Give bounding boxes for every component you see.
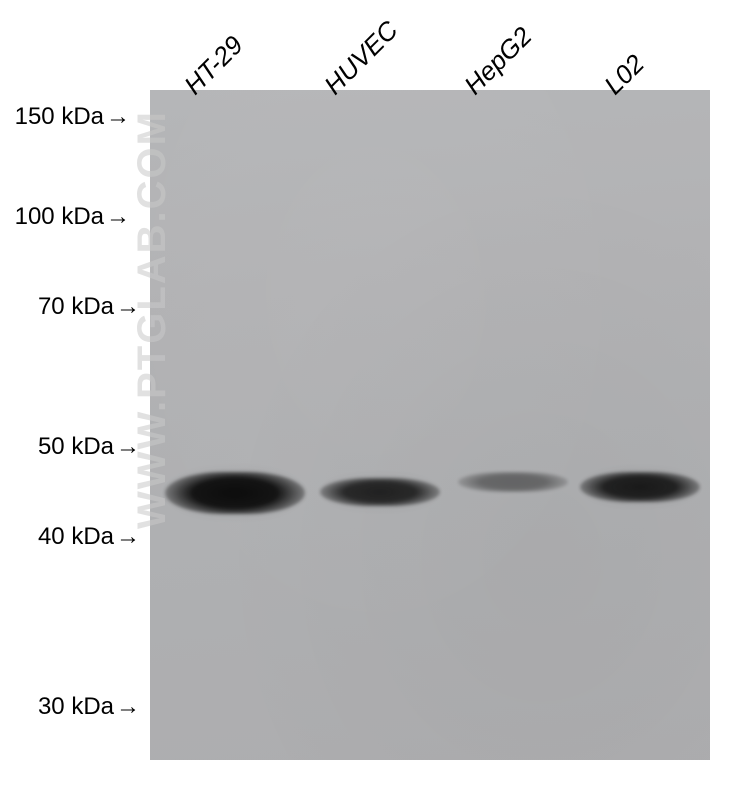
marker-label: 70 kDa→	[10, 293, 140, 321]
marker-label: 100 kDa→	[0, 203, 130, 231]
marker-label: 150 kDa→	[0, 103, 130, 131]
protein-band-halo	[159, 468, 311, 518]
marker-label: 40 kDa→	[10, 523, 140, 551]
western-blot-figure: WWW.PTGLAB.COM HT-29 HUVEC HepG2 L02 150…	[0, 0, 740, 800]
lane-label: HepG2	[458, 21, 538, 101]
marker-label: 50 kDa→	[10, 433, 140, 461]
protein-band-halo	[574, 468, 706, 506]
lane-label: HUVEC	[318, 15, 404, 101]
marker-label: 30 kDa→	[10, 693, 140, 721]
protein-band	[458, 472, 568, 492]
protein-band-halo	[314, 474, 446, 510]
blot-membrane	[150, 90, 710, 760]
